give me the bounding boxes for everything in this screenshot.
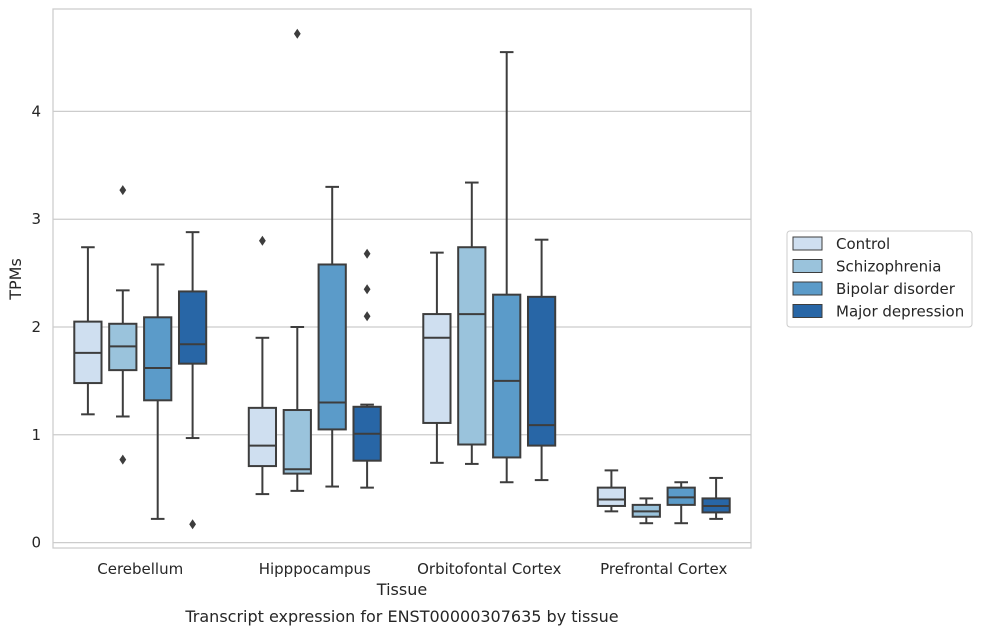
legend-swatch (792, 281, 823, 296)
box-mark (422, 251, 452, 464)
y-tick-label: 2 (31, 318, 41, 336)
box-mark (701, 476, 731, 520)
x-axis-label: Tissue (376, 580, 427, 599)
outlier-point (259, 235, 266, 246)
box-mark (631, 497, 661, 525)
outlier-point (293, 28, 301, 39)
x-tick-label: Hipppocampus (259, 560, 371, 578)
y-tick-labels: 0 1 2 3 4 (31, 102, 41, 551)
box-mark (526, 238, 557, 482)
box-mark (352, 248, 382, 489)
outlier-point (363, 284, 371, 295)
legend-label: Major depression (836, 303, 964, 321)
box-iqr (247, 406, 278, 468)
legend: Control Schizophrenia Bipolar disorder Majo… (786, 230, 973, 328)
plot-area-frame (52, 8, 752, 549)
series-bipolar-disorder (143, 51, 696, 525)
outlier-point (363, 311, 371, 322)
y-tick-label: 0 (31, 534, 41, 552)
box-mark (596, 469, 627, 513)
box-mark (177, 231, 208, 530)
series-control (73, 235, 627, 513)
x-tick-label: Cerebellum (97, 560, 183, 578)
box-iqr (422, 313, 452, 424)
legend-swatch (792, 236, 823, 251)
box-mark (143, 263, 173, 520)
y-tick-label: 1 (31, 426, 41, 444)
box-mark (457, 181, 487, 465)
box-iqr (457, 246, 487, 446)
box-mark (666, 481, 696, 525)
box-iqr (526, 295, 557, 447)
box-iqr (492, 293, 522, 459)
y-axis-label: TPMs (6, 258, 25, 301)
x-tick-labels: Cerebellum Hipppocampus Orbitofontal Corte… (97, 560, 727, 578)
box-mark (492, 51, 522, 484)
y-tick-label: 3 (31, 210, 41, 228)
box-mark (108, 185, 138, 465)
outlier-point (119, 454, 127, 465)
legend-items: Control Schizophrenia Bipolar disorder Majo… (792, 235, 964, 321)
box-iqr (177, 290, 208, 365)
box-series-group (73, 28, 731, 530)
box-mark (317, 185, 347, 488)
legend-swatch (792, 304, 823, 318)
series-major-depression (177, 231, 731, 530)
box-mark (73, 246, 103, 416)
chart-caption: Transcript expression for ENST0000030763… (184, 607, 618, 626)
outlier-point (119, 185, 127, 196)
outlier-point (363, 248, 371, 259)
legend-frame (786, 230, 973, 328)
x-tick-label: Orbitofontal Cortex (417, 560, 561, 578)
legend-swatch (792, 259, 823, 273)
box-iqr (596, 486, 627, 507)
x-tick-label: Prefrontal Cortex (600, 560, 727, 578)
legend-label: Control (836, 235, 890, 253)
box-iqr (317, 263, 347, 431)
box-iqr (143, 316, 173, 402)
outlier-point (189, 519, 196, 530)
box-mark (282, 28, 312, 492)
box-mark (247, 235, 278, 496)
box-iqr (666, 486, 696, 506)
y-tick-label: 4 (31, 102, 41, 120)
legend-label: Schizophrenia (836, 258, 941, 276)
legend-label: Bipolar disorder (836, 280, 956, 298)
box-iqr (282, 409, 312, 475)
series-schizophrenia (108, 28, 661, 525)
